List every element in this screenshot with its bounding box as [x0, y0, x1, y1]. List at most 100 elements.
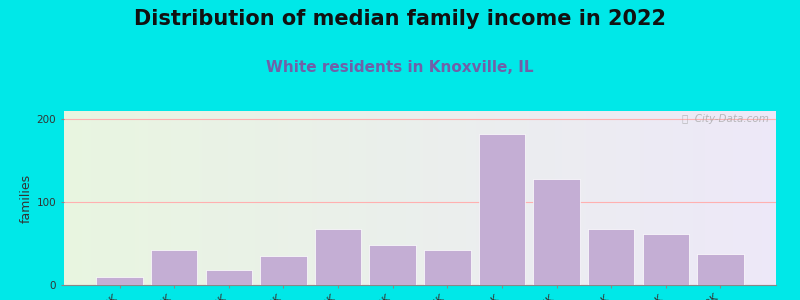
Bar	[719, 111, 722, 285]
Bar	[481, 111, 484, 285]
Bar	[267, 111, 270, 285]
Bar	[591, 111, 594, 285]
Bar	[160, 111, 164, 285]
Bar	[655, 111, 658, 285]
Bar	[281, 111, 285, 285]
Bar	[605, 111, 609, 285]
Bar	[82, 111, 86, 285]
Bar	[331, 111, 334, 285]
Bar	[424, 250, 470, 285]
Bar	[256, 111, 260, 285]
Bar	[644, 111, 648, 285]
Bar	[470, 111, 474, 285]
Bar	[588, 229, 634, 285]
Bar	[737, 111, 741, 285]
Bar	[577, 111, 580, 285]
Bar	[442, 111, 445, 285]
Bar	[157, 111, 160, 285]
Bar	[702, 111, 705, 285]
Bar	[541, 111, 545, 285]
Bar	[302, 111, 306, 285]
Bar	[138, 111, 142, 285]
Bar	[89, 111, 93, 285]
Bar	[683, 111, 687, 285]
Bar	[562, 111, 566, 285]
Bar	[295, 111, 299, 285]
Bar	[118, 111, 121, 285]
Bar	[420, 111, 423, 285]
Bar	[121, 111, 125, 285]
Bar	[260, 256, 306, 285]
Bar	[526, 111, 530, 285]
Bar	[224, 111, 228, 285]
Bar	[182, 111, 185, 285]
Bar	[395, 111, 398, 285]
Bar	[523, 111, 527, 285]
Bar	[238, 111, 242, 285]
Bar	[366, 111, 370, 285]
Bar	[246, 111, 249, 285]
Bar	[228, 111, 231, 285]
Bar	[641, 111, 644, 285]
Bar	[462, 111, 466, 285]
Bar	[769, 111, 773, 285]
Bar	[167, 111, 171, 285]
Bar	[370, 245, 416, 285]
Bar	[534, 179, 580, 285]
Bar	[602, 111, 605, 285]
Bar	[164, 111, 167, 285]
Bar	[445, 111, 449, 285]
Bar	[726, 111, 730, 285]
Bar	[349, 111, 352, 285]
Bar	[206, 270, 252, 285]
Bar	[253, 111, 256, 285]
Bar	[378, 111, 381, 285]
Bar	[324, 111, 327, 285]
Bar	[498, 111, 502, 285]
Bar	[374, 111, 378, 285]
Bar	[491, 111, 494, 285]
Bar	[423, 111, 427, 285]
Bar	[306, 111, 310, 285]
Bar	[86, 111, 89, 285]
Bar	[270, 111, 274, 285]
Bar	[673, 111, 676, 285]
Bar	[260, 111, 263, 285]
Bar	[452, 111, 456, 285]
Bar	[687, 111, 690, 285]
Bar	[598, 111, 602, 285]
Bar	[299, 111, 302, 285]
Bar	[762, 111, 766, 285]
Bar	[146, 111, 150, 285]
Bar	[249, 111, 253, 285]
Bar	[594, 111, 598, 285]
Bar	[199, 111, 203, 285]
Bar	[474, 111, 477, 285]
Bar	[502, 111, 506, 285]
Text: Distribution of median family income in 2022: Distribution of median family income in …	[134, 9, 666, 29]
Bar	[680, 111, 683, 285]
Bar	[64, 111, 67, 285]
Bar	[630, 111, 634, 285]
Bar	[217, 111, 221, 285]
Bar	[766, 111, 769, 285]
Bar	[150, 111, 153, 285]
Bar	[317, 111, 320, 285]
Bar	[221, 111, 224, 285]
Bar	[548, 111, 552, 285]
Bar	[609, 111, 612, 285]
Bar	[206, 111, 210, 285]
Bar	[342, 111, 346, 285]
Bar	[231, 111, 235, 285]
Bar	[196, 111, 199, 285]
Bar	[619, 111, 623, 285]
Bar	[185, 111, 189, 285]
Bar	[694, 111, 698, 285]
Bar	[648, 111, 651, 285]
Bar	[381, 111, 385, 285]
Bar	[494, 111, 498, 285]
Bar	[741, 111, 744, 285]
Bar	[712, 111, 715, 285]
Bar	[320, 111, 324, 285]
Bar	[449, 111, 452, 285]
